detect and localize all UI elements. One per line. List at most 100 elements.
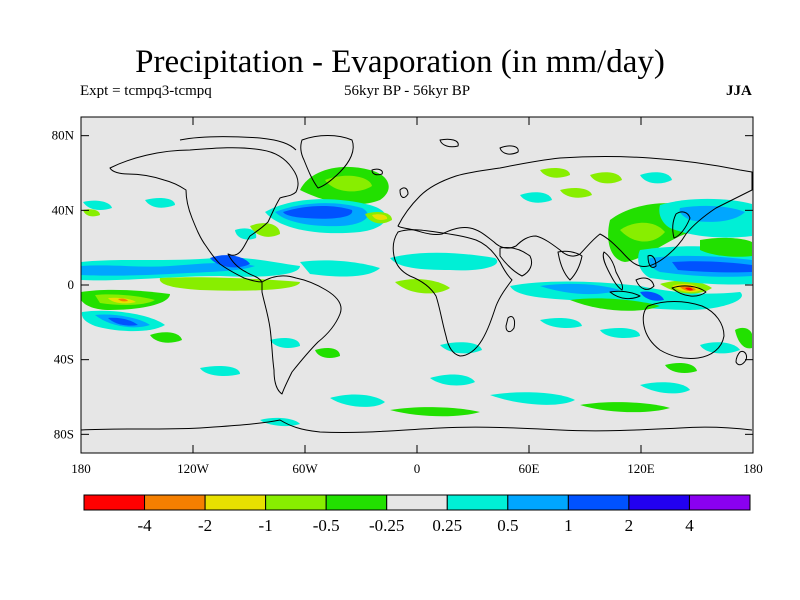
colorbar-label: -1 bbox=[259, 516, 273, 535]
anomaly-patch bbox=[150, 332, 182, 343]
lat-tick-label: 80N bbox=[52, 128, 75, 143]
anomaly-patch bbox=[300, 260, 380, 277]
colorbar-label: 0.25 bbox=[432, 516, 462, 535]
anomaly-patch bbox=[235, 228, 257, 240]
colorbar-label: -2 bbox=[198, 516, 212, 535]
anomaly-patch bbox=[700, 342, 740, 354]
lon-tick-label: 180 bbox=[71, 461, 91, 476]
lon-tick-label: 0 bbox=[414, 461, 421, 476]
colorbar-label: 2 bbox=[625, 516, 634, 535]
lat-tick-label: 0 bbox=[68, 277, 75, 292]
new-guinea-coast bbox=[671, 285, 707, 297]
india-coast bbox=[557, 250, 583, 281]
anomaly-patch bbox=[520, 192, 552, 203]
svalbard-coast bbox=[439, 138, 459, 148]
anomaly-patch bbox=[250, 223, 280, 237]
field-layer bbox=[81, 117, 753, 453]
arctic-islands-coast bbox=[179, 136, 297, 151]
anomaly-patch bbox=[83, 200, 112, 210]
colorbar-swatch bbox=[628, 494, 690, 511]
anomaly-patch bbox=[560, 187, 592, 198]
australia-coast bbox=[642, 301, 725, 359]
anomaly-patch bbox=[490, 392, 575, 405]
anomaly-patch bbox=[665, 363, 697, 373]
colorbar-swatch bbox=[325, 494, 388, 511]
lon-tick-label: 180 bbox=[743, 461, 763, 476]
iceland-coast bbox=[371, 168, 383, 176]
colorbar: -4 -2 -1 -0.5 -0.25 0.25 0.5 1 2 4 bbox=[83, 494, 751, 535]
eurasia-coast bbox=[397, 156, 753, 267]
lat-tick-label: 80S bbox=[54, 426, 74, 441]
anomaly-patch bbox=[108, 317, 138, 326]
colorbar-label: -0.25 bbox=[369, 516, 404, 535]
anomaly-patch bbox=[735, 327, 752, 349]
colorbar-swatch bbox=[386, 494, 448, 511]
anomaly-patch bbox=[570, 298, 660, 311]
anomaly-patch bbox=[83, 209, 100, 217]
colorbar-label: -0.5 bbox=[313, 516, 340, 535]
anomaly-patch bbox=[395, 279, 450, 294]
lat-tick-label: 40S bbox=[54, 352, 74, 367]
anomaly-patch bbox=[540, 283, 620, 295]
lon-tick-label: 60E bbox=[519, 461, 540, 476]
anomaly-patch bbox=[640, 291, 664, 301]
philippines-coast bbox=[647, 255, 657, 269]
anomaly-patch bbox=[540, 318, 582, 328]
se-asia-coast bbox=[602, 251, 623, 291]
anomaly-patch bbox=[580, 402, 670, 413]
anomaly-patch bbox=[620, 222, 665, 242]
anomaly-patch bbox=[260, 417, 300, 427]
novaya-zemlya-coast bbox=[499, 145, 519, 155]
colorbar-label: 1 bbox=[564, 516, 573, 535]
anomaly-patch bbox=[283, 206, 353, 219]
anomaly-patch bbox=[325, 175, 372, 192]
colorbar-swatch bbox=[567, 494, 630, 511]
anomaly-patch bbox=[200, 366, 240, 376]
anomaly-patch bbox=[440, 342, 482, 354]
anomaly-patch bbox=[330, 394, 385, 407]
anomaly-patch bbox=[145, 197, 175, 208]
anomaly-patch bbox=[640, 382, 690, 394]
colorbar-swatch bbox=[83, 494, 146, 511]
anomaly-patch bbox=[600, 328, 640, 338]
lon-tick-label: 60W bbox=[292, 461, 318, 476]
colorbar-label: -4 bbox=[137, 516, 152, 535]
experiment-label: Expt = tcmpq3-tcmpq bbox=[80, 83, 212, 99]
borneo-coast bbox=[635, 277, 655, 290]
period-label: 56kyr BP - 56kyr BP bbox=[344, 83, 471, 99]
south-america-coast bbox=[261, 275, 342, 395]
colorbar-swatch bbox=[688, 494, 751, 511]
indonesia-coast bbox=[609, 290, 641, 300]
north-america-coast bbox=[109, 147, 299, 283]
anomaly-patch bbox=[679, 205, 745, 222]
africa-coast bbox=[392, 229, 513, 357]
anomaly-patch bbox=[640, 172, 672, 184]
colorbar-swatch bbox=[446, 494, 509, 511]
colorbar-swatch bbox=[265, 494, 327, 511]
lon-tick-label: 120E bbox=[627, 461, 655, 476]
anomaly-patch bbox=[430, 374, 475, 386]
coastlines bbox=[80, 135, 753, 434]
anomaly-patch bbox=[685, 287, 693, 291]
season-label: JJA bbox=[726, 83, 752, 99]
madagascar-coast bbox=[505, 315, 515, 333]
arabia-coast bbox=[499, 247, 533, 277]
colorbar-swatch bbox=[144, 494, 206, 511]
anomaly-patch bbox=[540, 167, 570, 178]
colorbar-label: 4 bbox=[685, 516, 694, 535]
map-title: Precipitation - Evaporation (in mm/day) bbox=[135, 44, 665, 80]
japan-coast bbox=[672, 211, 691, 239]
british-isles-coast bbox=[399, 187, 409, 198]
anomaly-patch bbox=[590, 172, 622, 184]
lon-tick-label: 120W bbox=[177, 461, 210, 476]
greenland-coast bbox=[300, 135, 354, 189]
anomaly-patch bbox=[372, 214, 388, 220]
map-axes: 80N 40N 0 40S 80S 180 120W 60W 0 60E 120E 180 bbox=[52, 117, 763, 476]
anomaly-patch bbox=[315, 348, 340, 358]
colorbar-swatch bbox=[507, 494, 569, 511]
anomaly-patch bbox=[390, 252, 498, 271]
anomaly-patch bbox=[270, 338, 300, 348]
anomaly-patch bbox=[700, 237, 752, 257]
colorbar-swatch bbox=[204, 494, 267, 511]
